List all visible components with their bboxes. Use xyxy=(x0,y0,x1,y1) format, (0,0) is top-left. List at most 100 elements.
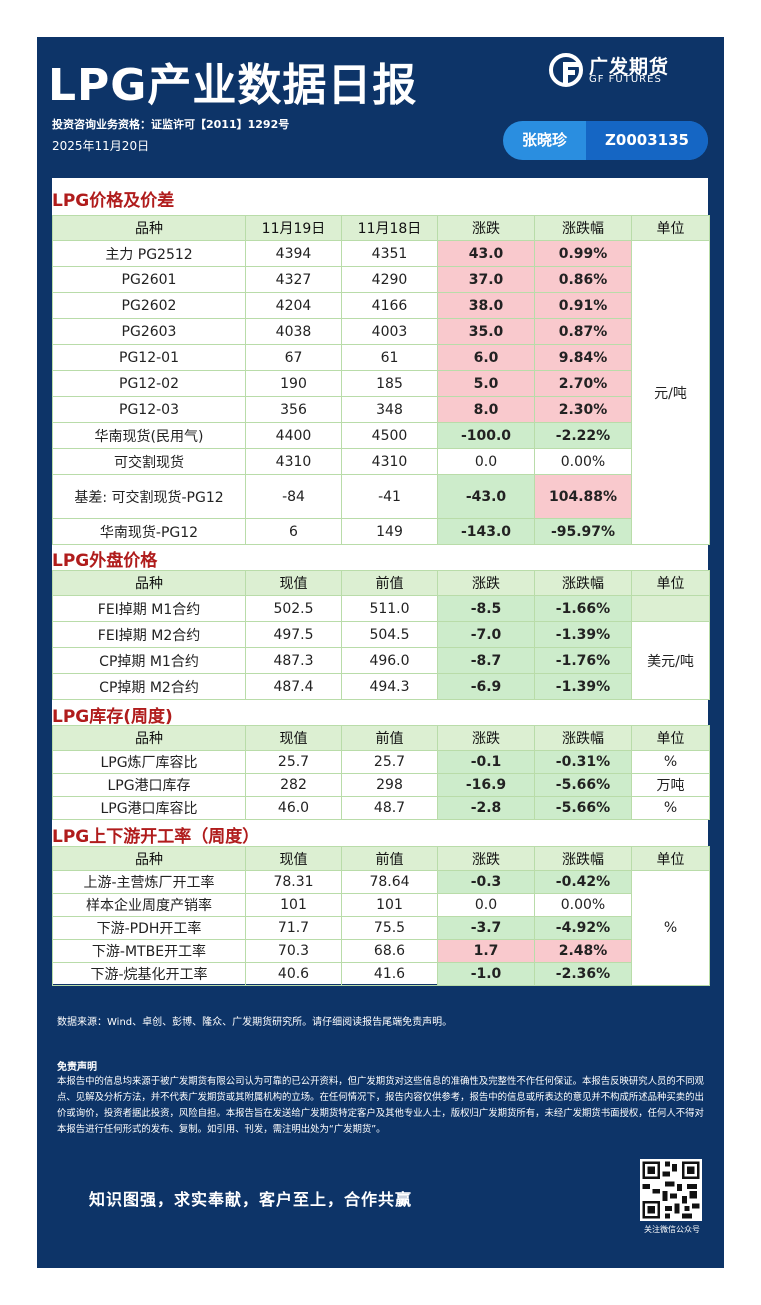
change-value: -0.3 xyxy=(437,870,535,894)
change-percent: -4.92% xyxy=(534,916,632,940)
current-value: 67 xyxy=(245,344,342,371)
change-percent: -1.39% xyxy=(534,621,632,648)
change-value: -1.0 xyxy=(437,962,535,986)
table-row: PG2603 4038 4003 35.0 0.87% xyxy=(52,318,710,345)
column-header: 涨跌幅 xyxy=(534,846,632,871)
row-name: 样本企业周度产销率 xyxy=(52,893,246,917)
current-value: 6 xyxy=(245,518,342,545)
analyst-badge: 张晓珍 Z0003135 xyxy=(503,121,708,160)
report-title: LPG产业数据日报 xyxy=(48,60,418,111)
change-percent: 9.84% xyxy=(534,344,632,371)
current-value: 487.4 xyxy=(245,673,342,700)
current-value: 502.5 xyxy=(245,595,342,622)
change-value: -2.8 xyxy=(437,796,535,820)
previous-value: 4290 xyxy=(341,266,438,293)
column-header: 品种 xyxy=(52,215,246,241)
current-value: 4400 xyxy=(245,422,342,449)
table-row: LPG港口库存 282 298 -16.9 -5.66% 万吨 xyxy=(52,773,710,797)
change-value: -8.5 xyxy=(437,595,535,622)
column-header: 单位 xyxy=(631,215,710,241)
table-row: 样本企业周度产销率 101 101 0.0 0.00% xyxy=(52,893,710,917)
row-name: PG2601 xyxy=(52,266,246,293)
current-value: 78.31 xyxy=(245,870,342,894)
change-value: 6.0 xyxy=(437,344,535,371)
column-header: 前值 xyxy=(341,725,438,751)
current-value: 356 xyxy=(245,396,342,423)
row-name: LPG炼厂库容比 xyxy=(52,750,246,774)
change-value: -0.1 xyxy=(437,750,535,774)
column-header: 涨跌幅 xyxy=(534,725,632,751)
previous-value: 494.3 xyxy=(341,673,438,700)
table-row: FEI掉期 M2合约 497.5 504.5 -7.0 -1.39% 美元/吨 xyxy=(52,621,710,700)
current-value: 4394 xyxy=(245,240,342,267)
column-header: 涨跌 xyxy=(437,215,535,241)
table-row: 可交割现货 4310 4310 0.0 0.00% xyxy=(52,448,710,475)
row-name: 基差: 可交割现货-PG12 xyxy=(52,474,246,519)
table-header-row: 品种 现值 前值 涨跌 涨跌幅 单位 xyxy=(52,846,710,871)
price-table: 品种 11月19日 11月18日 涨跌 涨跌幅 单位 主力 PG2512 4394 4351 43… xyxy=(52,215,710,545)
change-percent: 0.00% xyxy=(534,893,632,917)
change-percent: -1.76% xyxy=(534,647,632,674)
change-value: 43.0 xyxy=(437,240,535,267)
row-name: CP掉期 M2合约 xyxy=(52,673,246,700)
table-row: 华南现货(民用气) 4400 4500 -100.0 -2.22% xyxy=(52,422,710,449)
change-percent: -0.31% xyxy=(534,750,632,774)
change-percent: -2.36% xyxy=(534,962,632,986)
row-name: LPG港口库存 xyxy=(52,773,246,797)
qualification-text: 投资咨询业务资格：证监许可【2011】1292号 xyxy=(52,118,290,131)
table-row: 下游-烷基化开工率 40.6 41.6 -1.0 -2.36% xyxy=(52,962,710,986)
current-value: 70.3 xyxy=(245,939,342,963)
unit-cell: 元/吨 xyxy=(631,240,710,545)
column-header: 涨跌幅 xyxy=(534,570,632,596)
change-percent: 0.00% xyxy=(534,448,632,475)
unit-cell-empty xyxy=(631,595,710,622)
section-title-price: LPG价格及价差 xyxy=(52,191,175,211)
table-row: CP掉期 M2合约 487.4 494.3 -6.9 -1.39% xyxy=(52,673,710,700)
unit-cell: 万吨 xyxy=(631,773,710,797)
change-percent: 0.99% xyxy=(534,240,632,267)
qr-code-icon[interactable] xyxy=(640,1159,702,1221)
change-value: 0.0 xyxy=(437,893,535,917)
unit-cell: % xyxy=(631,750,710,774)
row-name: CP掉期 M1合约 xyxy=(52,647,246,674)
previous-value: 511.0 xyxy=(341,595,438,622)
table-row: 基差: 可交割现货-PG12 -84 -41 -43.0 104.88% xyxy=(52,474,710,519)
table-row: PG12-03 356 348 8.0 2.30% xyxy=(52,396,710,423)
current-value: 4204 xyxy=(245,292,342,319)
change-value: -100.0 xyxy=(437,422,535,449)
column-header: 前值 xyxy=(341,570,438,596)
previous-value: 4310 xyxy=(341,448,438,475)
previous-value: 61 xyxy=(341,344,438,371)
row-name: FEI掉期 M1合约 xyxy=(52,595,246,622)
row-name: 华南现货-PG12 xyxy=(52,518,246,545)
row-name: 下游-烷基化开工率 xyxy=(52,962,246,986)
previous-value: 4500 xyxy=(341,422,438,449)
change-percent: 0.91% xyxy=(534,292,632,319)
change-percent: 2.70% xyxy=(534,370,632,397)
previous-value: 348 xyxy=(341,396,438,423)
logo-cn-text: 广发期货 xyxy=(589,56,670,78)
previous-value: 4351 xyxy=(341,240,438,267)
row-name: LPG港口库容比 xyxy=(52,796,246,820)
previous-value: 185 xyxy=(341,370,438,397)
table-row: 下游-MTBE开工率 70.3 68.6 1.7 2.48% xyxy=(52,939,710,963)
change-value: -6.9 xyxy=(437,673,535,700)
table-row: 华南现货-PG12 6 149 -143.0 -95.97% xyxy=(52,518,710,545)
row-name: 下游-PDH开工率 xyxy=(52,916,246,940)
inventory-table: 品种 现值 前值 涨跌 涨跌幅 单位 LPG炼厂库容比 25.7 25.7 -0.1 -0.31%%… xyxy=(52,725,710,820)
operating-rate-table: 品种 现值 前值 涨跌 涨跌幅 单位 上游-主营炼厂开工率 78.31 78.64 -0.3 -0.… xyxy=(52,846,710,986)
table-row: PG2602 4204 4166 38.0 0.91% xyxy=(52,292,710,319)
column-header: 品种 xyxy=(52,725,246,751)
change-value: 8.0 xyxy=(437,396,535,423)
change-value: -143.0 xyxy=(437,518,535,545)
current-value: 71.7 xyxy=(245,916,342,940)
current-value: 497.5 xyxy=(245,621,342,648)
column-header: 涨跌 xyxy=(437,570,535,596)
column-header: 品种 xyxy=(52,570,246,596)
row-name: 华南现货(民用气) xyxy=(52,422,246,449)
row-name: 主力 PG2512 xyxy=(52,240,246,267)
analyst-id: Z0003135 xyxy=(605,131,689,149)
table-row: LPG炼厂库容比 25.7 25.7 -0.1 -0.31%% xyxy=(52,750,710,774)
previous-value: 68.6 xyxy=(341,939,438,963)
column-header: 涨跌幅 xyxy=(534,215,632,241)
